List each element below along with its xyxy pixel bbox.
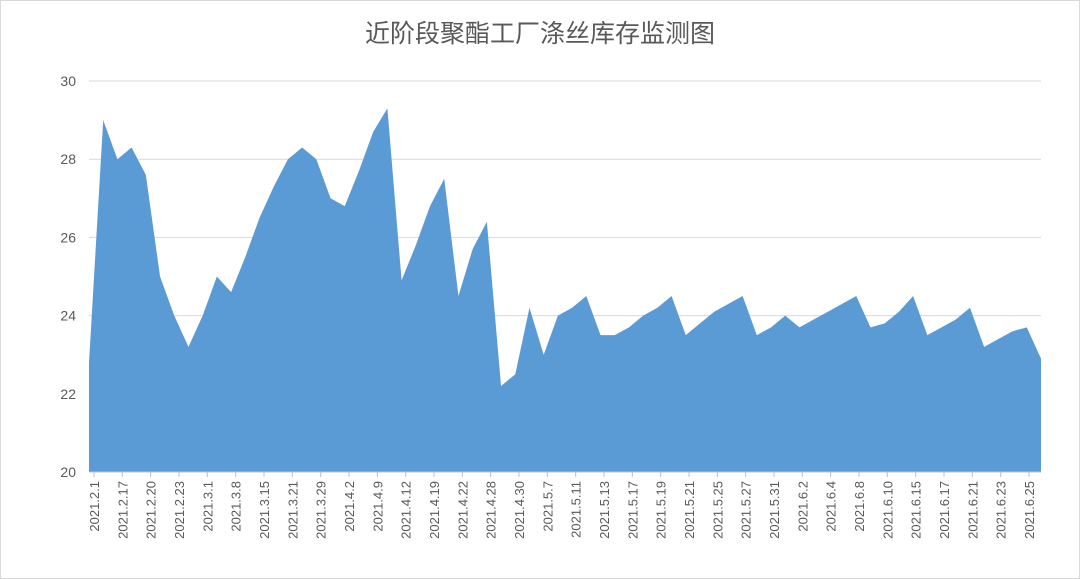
x-tick-label: 2021.4.2 xyxy=(342,481,357,532)
x-tick-label: 2021.2.23 xyxy=(172,481,187,539)
x-tick-label: 2021.5.19 xyxy=(654,481,669,539)
y-tick-label: 24 xyxy=(60,308,76,324)
y-tick-label: 20 xyxy=(60,464,76,480)
x-axis: 2021.2.1 2021.2.17 2021.2.20 2021.2.23 2021.… xyxy=(87,471,1041,539)
x-tick-label: 2021.6.21 xyxy=(965,481,980,539)
x-tick-label: 2021.5.21 xyxy=(682,481,697,539)
x-tick-label: 2021.2.20 xyxy=(144,481,159,539)
x-tick-label: 2021.4.19 xyxy=(427,481,442,539)
x-tick-label: 2021.2.1 xyxy=(87,481,102,532)
x-tick-label: 2021.5.27 xyxy=(739,481,754,539)
x-tick-label: 2021.3.21 xyxy=(285,481,300,539)
y-tick-label: 26 xyxy=(60,229,76,245)
y-tick-label: 28 xyxy=(60,151,76,167)
chart-title: 近阶段聚酯工厂涤丝库存监测图 xyxy=(364,19,715,48)
series-area-path xyxy=(89,108,1041,473)
x-tick-label: 2021.4.12 xyxy=(399,481,414,539)
x-tick-label: 2021.5.17 xyxy=(625,481,640,539)
x-tick-label: 2021.6.2 xyxy=(795,481,810,532)
x-tick-label: 2021.6.15 xyxy=(909,481,924,539)
x-tick-label: 2021.4.28 xyxy=(484,481,499,539)
x-tick-label: 2021.6.10 xyxy=(880,481,895,539)
x-tick-label: 2021.3.15 xyxy=(257,481,272,539)
x-tick-label: 2021.2.17 xyxy=(115,481,130,539)
x-tick-label: 2021.4.22 xyxy=(455,481,470,539)
x-tick-label: 2021.3.8 xyxy=(229,481,244,532)
x-tick-label: 2021.6.8 xyxy=(852,481,867,532)
x-tick-label: 2021.5.31 xyxy=(767,481,782,539)
x-tick-label: 2021.6.17 xyxy=(937,481,952,539)
x-tick-label: 2021.4.9 xyxy=(370,481,385,532)
x-tick-label: 2021.3.29 xyxy=(314,481,329,539)
x-tick-label: 2021.5.13 xyxy=(597,481,612,539)
y-tick-label: 30 xyxy=(60,73,76,89)
x-tick-label: 2021.4.30 xyxy=(512,481,527,539)
y-axis: 20 22 24 26 28 30 xyxy=(60,73,76,480)
x-tick-label: 2021.6.25 xyxy=(1022,481,1037,539)
x-tick-label: 2021.5.7 xyxy=(540,481,555,532)
x-tick-label: 2021.6.23 xyxy=(994,481,1009,539)
x-tick-label: 2021.6.4 xyxy=(824,481,839,532)
x-tick-label: 2021.5.25 xyxy=(710,481,725,539)
x-tick-label: 2021.3.1 xyxy=(200,481,215,532)
y-tick-label: 22 xyxy=(60,386,76,402)
x-tick-label: 2021.5.11 xyxy=(569,481,584,538)
series-area xyxy=(89,108,1041,473)
